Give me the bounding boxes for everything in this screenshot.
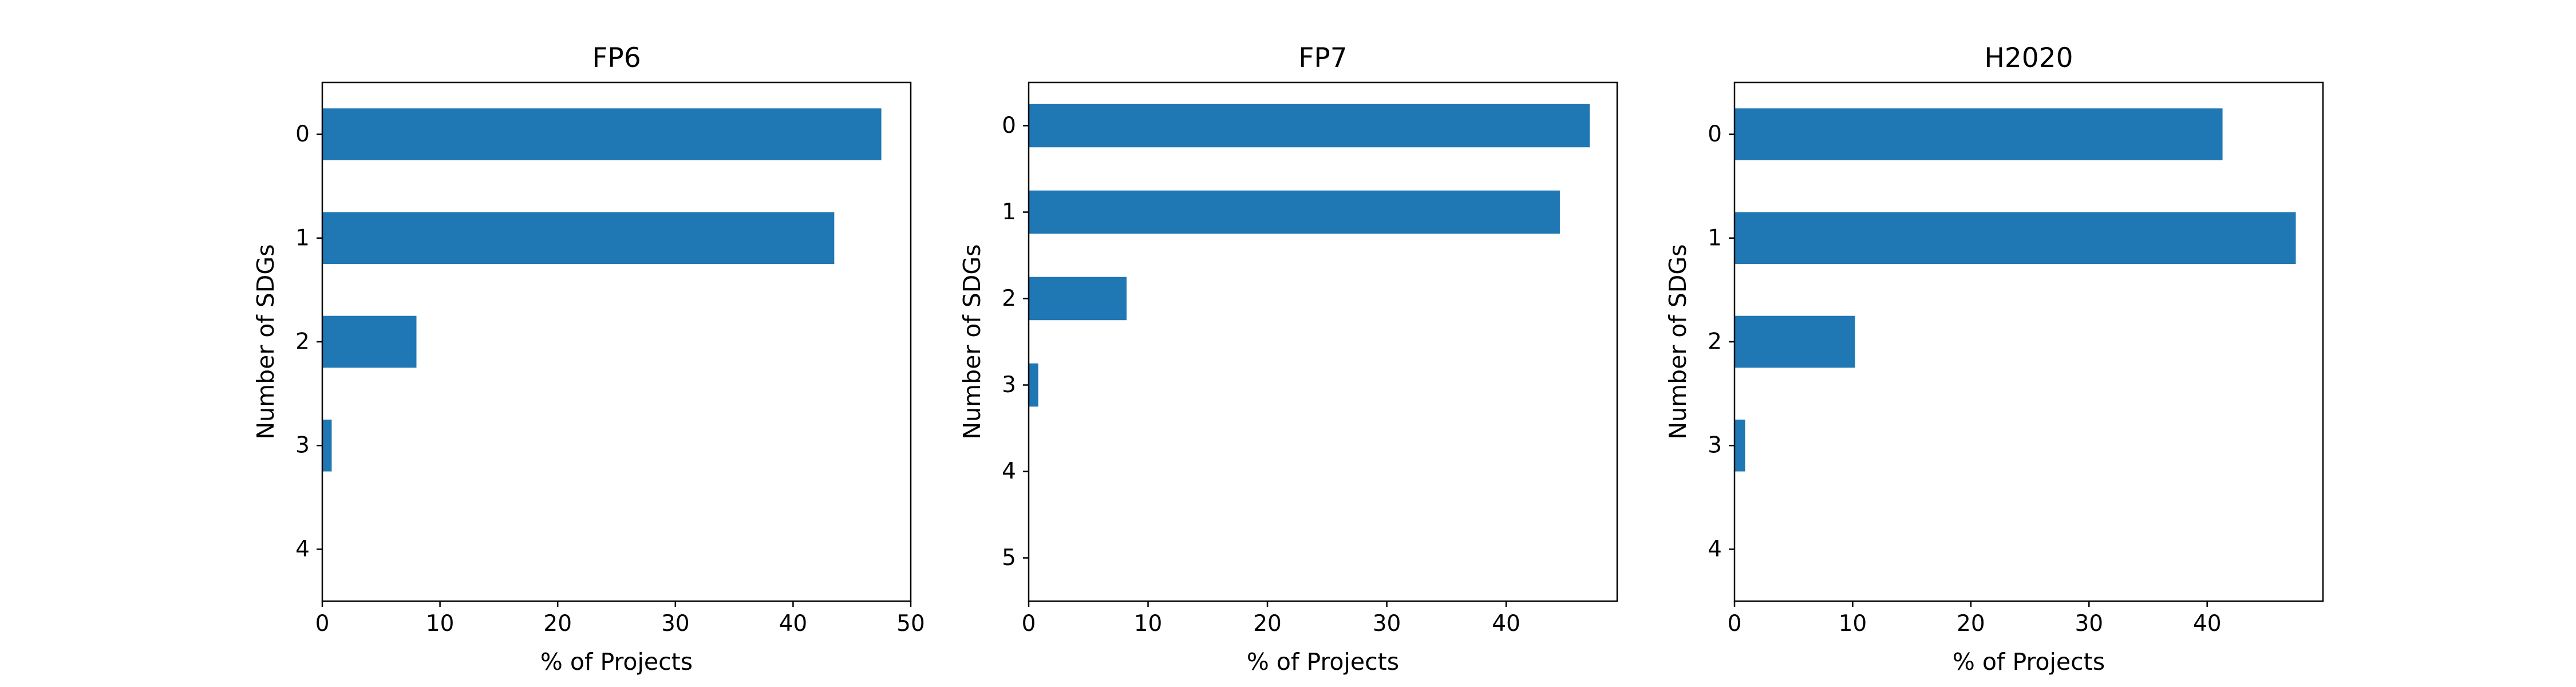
x-tick-label: 30 — [1373, 611, 1401, 637]
x-tick-label: 0 — [315, 611, 330, 637]
x-tick-label: 10 — [426, 611, 455, 637]
y-axis-label: Number of SDGs — [1664, 244, 1692, 439]
y-tick-label: 1 — [1708, 225, 1722, 251]
y-tick-label: 4 — [1002, 459, 1016, 484]
subplot-2: 0 1 2 3 4 5 0 10 20 30 40 FP7 % of Projects Number of… — [958, 42, 1618, 676]
axes-frame — [1028, 81, 1618, 602]
x-axis-label: % of Projects — [1953, 648, 2105, 676]
y-tick-label: 2 — [1708, 329, 1722, 355]
y-tick-label: 2 — [295, 329, 310, 355]
y-tick-label: 3 — [1002, 372, 1016, 398]
x-tick-label: 40 — [1492, 611, 1520, 637]
x-tick-label: 30 — [2075, 611, 2103, 637]
x-tick-label: 20 — [1957, 611, 1985, 637]
chart-title: H2020 — [1985, 42, 2073, 74]
y-axis-label: Number of SDGs — [252, 244, 279, 439]
x-tick-label: 0 — [1728, 611, 1742, 637]
bar-2 — [1029, 277, 1127, 321]
y-tick-label: 0 — [1708, 121, 1722, 147]
chart-title: FP7 — [1298, 42, 1347, 74]
x-tick-label: 40 — [779, 611, 808, 637]
y-tick-label: 0 — [295, 121, 310, 147]
x-tick-label: 20 — [543, 611, 572, 637]
bar-1 — [1029, 190, 1560, 234]
y-tick-label: 4 — [295, 536, 310, 562]
y-tick-label: 3 — [1708, 433, 1722, 459]
y-tick-label: 1 — [295, 225, 310, 251]
y-tick-label: 1 — [1002, 199, 1016, 225]
x-tick-label: 50 — [896, 611, 925, 637]
x-tick-label: 10 — [1134, 611, 1163, 637]
x-tick-label: 40 — [2193, 611, 2222, 637]
bar-1 — [1735, 212, 2296, 264]
bar-3 — [322, 419, 332, 472]
y-tick-label: 4 — [1708, 536, 1722, 562]
y-tick-label: 2 — [1002, 286, 1016, 311]
chart-title: FP6 — [592, 42, 641, 74]
y-tick-label: 3 — [295, 433, 310, 459]
bar-0 — [322, 108, 882, 160]
x-axis-label: % of Projects — [540, 648, 693, 676]
bar-0 — [1029, 104, 1590, 148]
bar-3 — [1735, 419, 1745, 472]
x-tick-label: 30 — [661, 611, 690, 637]
x-axis-label: % of Projects — [1247, 648, 1399, 676]
bar-3 — [1029, 363, 1038, 407]
bar-1 — [322, 212, 835, 264]
bar-0 — [1735, 108, 2223, 160]
bar-2 — [322, 315, 417, 368]
bar-2 — [1735, 315, 1855, 368]
x-tick-label: 20 — [1253, 611, 1282, 637]
y-tick-label: 5 — [1002, 545, 1016, 571]
x-tick-label: 0 — [1022, 611, 1036, 637]
y-tick-label: 0 — [1002, 113, 1016, 139]
y-axis-label: Number of SDGs — [958, 244, 986, 439]
x-tick-label: 10 — [1839, 611, 1867, 637]
